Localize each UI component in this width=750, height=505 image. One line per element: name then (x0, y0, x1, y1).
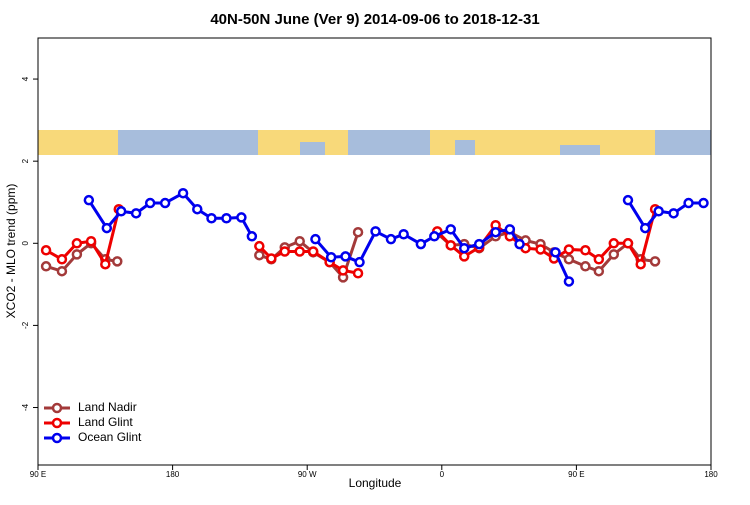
data-point (635, 258, 646, 270)
data-point (56, 254, 68, 265)
data-point (254, 249, 265, 261)
data-point (593, 254, 605, 265)
data-point (490, 226, 501, 238)
legend-marker (51, 402, 63, 414)
data-point (683, 197, 694, 209)
data-point (192, 203, 203, 215)
data-point (206, 212, 217, 224)
data-point (563, 254, 575, 265)
data-point (415, 238, 427, 250)
y-tick-label: 4 (21, 76, 30, 81)
data-point (580, 245, 591, 256)
data-point (254, 240, 265, 252)
data-point (294, 246, 305, 257)
data-point (85, 235, 97, 247)
data-point (340, 251, 351, 262)
data-point (307, 246, 319, 257)
data-point (649, 256, 661, 267)
data-point (83, 194, 95, 206)
data-point (236, 212, 247, 223)
data-point (445, 224, 457, 235)
legend-label: Ocean Glint (78, 430, 142, 444)
legend-label: Land Nadir (78, 400, 137, 414)
data-point (429, 231, 440, 242)
data-point (100, 258, 111, 270)
data-point (115, 206, 127, 217)
data-point (71, 238, 83, 249)
data-point (177, 187, 189, 199)
data-point (246, 231, 258, 242)
data-point (370, 226, 381, 237)
x-tick-label: 90 E (568, 470, 584, 479)
plot-frame (37, 37, 712, 466)
x-tick-label: 90 W (298, 470, 317, 479)
chart-title: 40N-50N June (Ver 9) 2014-09-06 to 2018-… (210, 11, 539, 28)
data-point (445, 240, 457, 251)
data-point (310, 233, 321, 245)
data-point (159, 197, 171, 209)
data-point (352, 268, 364, 279)
data-point (608, 249, 620, 260)
data-point (40, 245, 52, 256)
x-tick-label: 0 (440, 470, 445, 479)
legend-marker (51, 432, 63, 444)
data-point (608, 238, 620, 249)
data-point (593, 265, 605, 277)
data-point (266, 253, 277, 264)
data-point (325, 251, 337, 263)
data-point (294, 235, 305, 247)
series-line (436, 208, 657, 269)
data-point (535, 244, 546, 255)
data-point (337, 265, 349, 276)
data-point (144, 197, 156, 209)
y-tick-label: 2 (21, 158, 30, 163)
y-tick-label: -4 (21, 403, 30, 411)
legend-marker (51, 417, 63, 429)
data-point (622, 238, 634, 249)
data-point (458, 242, 470, 254)
data-point (279, 246, 291, 257)
legend-label: Land Glint (78, 415, 133, 429)
data-point (352, 226, 364, 238)
data-point (563, 244, 575, 255)
data-point (580, 261, 591, 272)
y-tick-label: 0 (21, 241, 30, 246)
y-tick-label: -2 (21, 321, 30, 329)
map-strip (38, 130, 711, 155)
data-point (639, 222, 651, 234)
data-point (130, 208, 142, 219)
x-tick-label: 90 E (30, 470, 46, 479)
data-point (622, 194, 634, 206)
data-point (71, 249, 83, 260)
data-point (514, 238, 525, 250)
data-point (458, 251, 470, 262)
data-point (385, 233, 397, 245)
x-tick-label: 180 (166, 470, 180, 479)
data-point (698, 197, 709, 209)
data-point (473, 238, 485, 250)
data-point (653, 206, 664, 217)
data-point (56, 265, 68, 277)
data-point (563, 276, 575, 287)
data-point (504, 224, 516, 235)
data-point (550, 247, 561, 258)
series-line (554, 251, 571, 283)
data-point (40, 261, 52, 272)
data-point (112, 256, 123, 267)
data-point (398, 229, 409, 240)
x-axis-label: Longitude (349, 476, 402, 490)
data-point (354, 256, 365, 268)
data-point (668, 208, 679, 219)
y-axis-label: XCO2 - MLO trend (ppm) (4, 184, 18, 319)
data-point (221, 212, 232, 224)
x-tick-label: 180 (704, 470, 718, 479)
data-point (101, 222, 113, 234)
